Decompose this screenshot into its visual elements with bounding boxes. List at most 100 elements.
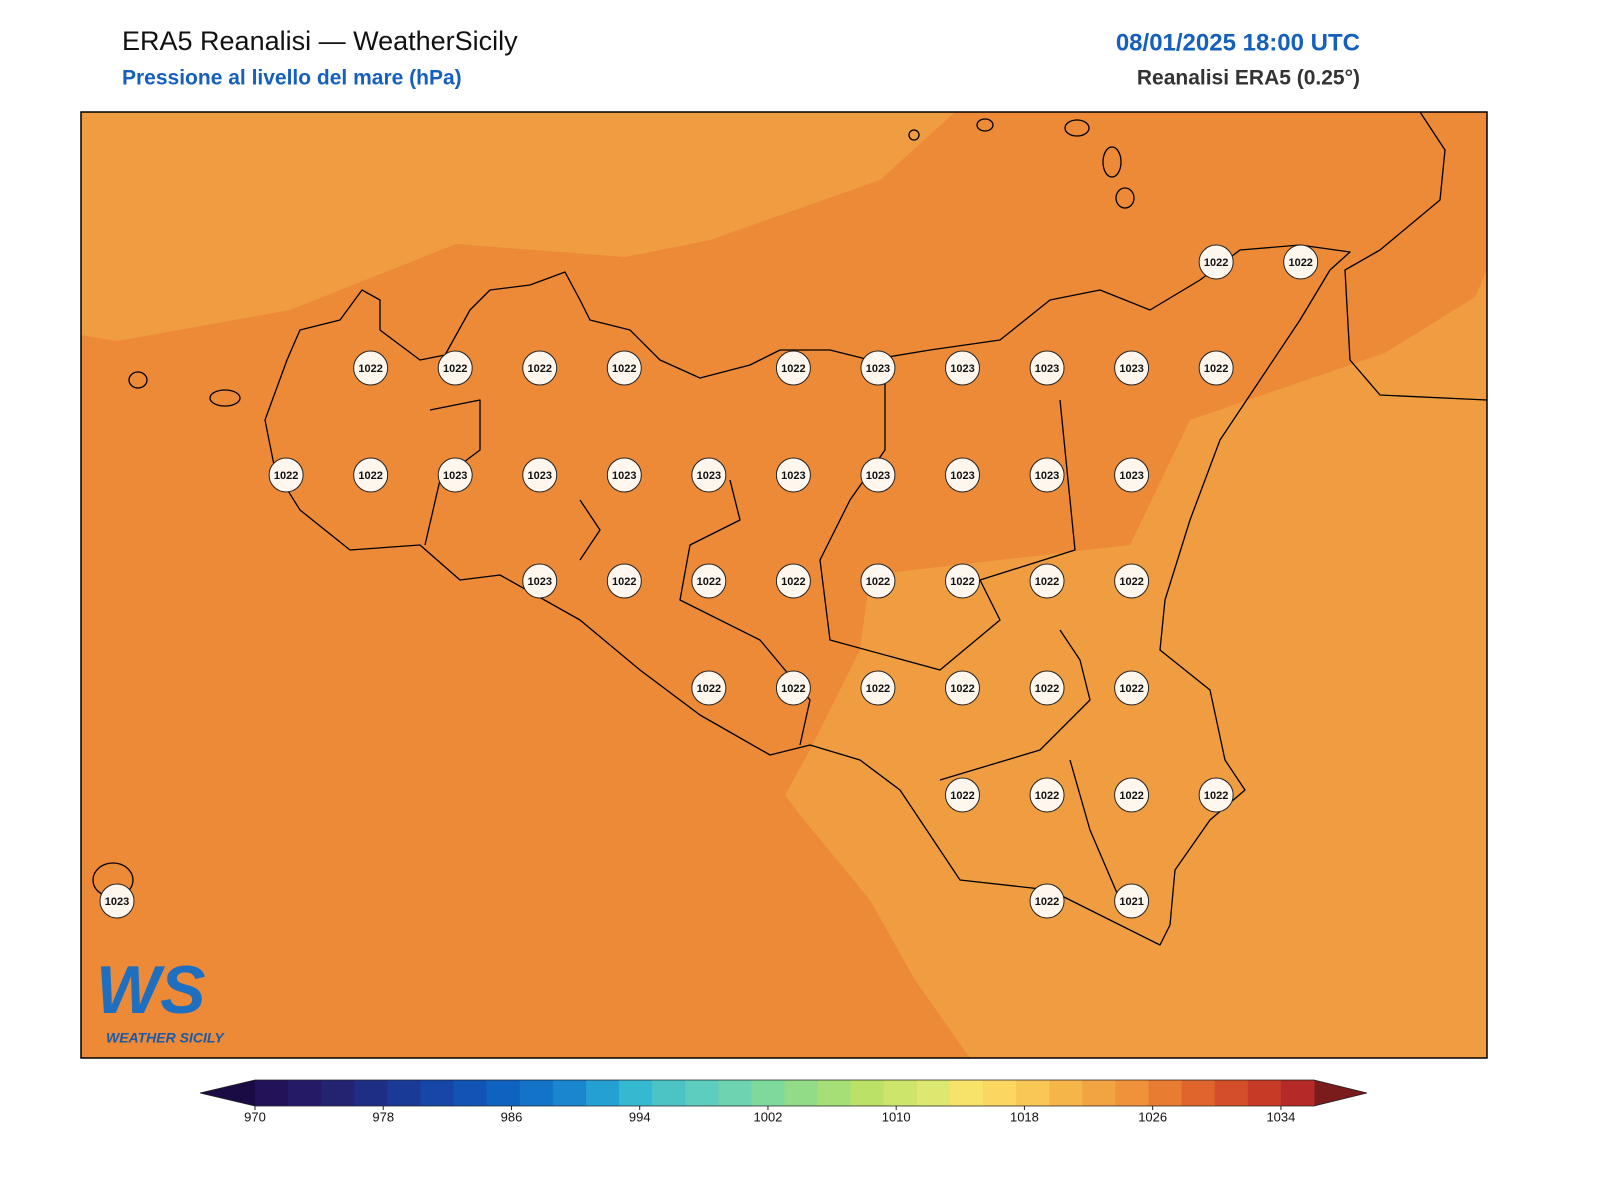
colorbar-bin: [486, 1080, 521, 1106]
island: [128, 371, 148, 389]
island: [1115, 187, 1135, 209]
station-label: 1023: [866, 363, 890, 375]
colorbar-tick-label: 1026: [1138, 1109, 1167, 1124]
colorbar-bin: [354, 1080, 388, 1106]
island: [976, 118, 994, 132]
colorbar-bin: [255, 1080, 289, 1106]
station-marker: [522, 350, 558, 386]
colorbar-bin: [751, 1080, 785, 1106]
colorbar-bin: [552, 1080, 587, 1106]
title: ERA5 Reanalisi — WeatherSicily: [122, 26, 518, 56]
station-marker: [606, 350, 642, 386]
colorbar-bin: [784, 1080, 819, 1106]
colorbar-bin: [1280, 1080, 1315, 1106]
station-label: 1022: [358, 363, 382, 375]
station-label: 1021: [1119, 896, 1143, 908]
station-marker: [1029, 777, 1065, 813]
logo: WS WEATHER SICILY: [96, 952, 225, 1046]
colorbar-bin: [685, 1080, 719, 1106]
station-marker: [1114, 777, 1150, 813]
coastline: [264, 244, 1351, 946]
colorbar-tick-label: 1018: [1010, 1109, 1039, 1124]
station-label: 1022: [950, 576, 974, 588]
station-marker: [99, 883, 135, 919]
colorbar-bin: [387, 1080, 421, 1106]
subtitle: Pressione al livello del mare (hPa): [122, 67, 462, 90]
station-marker: [945, 457, 980, 493]
logo-name: WEATHER SICILY: [106, 1030, 225, 1046]
colorbar-bin: [652, 1080, 686, 1106]
station-marker: [1114, 563, 1150, 599]
colorbar-bin: [1082, 1080, 1116, 1106]
colorbar-bin: [453, 1080, 488, 1106]
station-marker: [775, 350, 811, 386]
station-marker: [691, 457, 727, 493]
map-frame: [80, 111, 1488, 1059]
station-marker: [775, 670, 811, 706]
colorbar-extend-low: [200, 1080, 255, 1106]
stations: 1022 1022 1022 1022 1022 1022 1022 1023 1023 1023…: [99, 244, 1319, 919]
station-marker: [1114, 350, 1150, 386]
colorbar-extend-high: [1314, 1080, 1367, 1106]
station-marker: [606, 563, 642, 599]
station-label: 1022: [781, 683, 805, 695]
colorbar-bin: [718, 1080, 752, 1106]
station-label: 1022: [1204, 790, 1228, 802]
station-label: 1022: [697, 683, 721, 695]
station-label: 1023: [528, 576, 552, 588]
island: [209, 389, 241, 407]
station-marker: [1198, 350, 1234, 386]
colorbar-bin: [420, 1080, 455, 1106]
station-label: 1022: [358, 470, 382, 482]
station-label: 1023: [1119, 470, 1143, 482]
station-label: 1022: [1035, 683, 1059, 695]
colorbar-bin: [1181, 1080, 1216, 1106]
station-marker: [1114, 883, 1150, 919]
station-marker: [606, 457, 642, 493]
station-marker: [268, 457, 304, 493]
station-marker: [860, 350, 896, 386]
pressure-field: [785, 270, 1487, 1058]
station-label: 1023: [105, 896, 129, 908]
colorbar-bin: [1016, 1080, 1050, 1106]
island: [1064, 119, 1090, 137]
colorbar-tick-label: 994: [629, 1109, 651, 1124]
colorbar-tick-label: 1002: [753, 1109, 782, 1124]
station-marker: [691, 563, 727, 599]
station-label: 1023: [612, 470, 636, 482]
station-marker: [945, 350, 980, 386]
station-label: 1022: [781, 363, 805, 375]
station-label: 1022: [1204, 257, 1228, 269]
colorbar-bin: [916, 1080, 951, 1106]
station-marker: [437, 457, 473, 493]
station-label: 1023: [528, 470, 552, 482]
logo-mark: WS: [96, 952, 206, 1028]
colorbar-bin: [1049, 1080, 1083, 1106]
station-label: 1023: [781, 470, 805, 482]
colorbar-tick-label: 970: [244, 1109, 266, 1124]
colorbar-bin: [1148, 1080, 1183, 1106]
station-marker: [691, 670, 727, 706]
station-marker: [1114, 457, 1150, 493]
station-label: 1022: [950, 790, 974, 802]
colorbar: 970 978 986 994 1002 1010 1018 1026 1034: [199, 1079, 1368, 1124]
station-label: 1022: [1119, 576, 1143, 588]
station-marker: [1114, 670, 1150, 706]
station-label: 1023: [1035, 470, 1059, 482]
date: 08/01/2025 18:00 UTC: [1116, 29, 1360, 56]
island: [908, 129, 920, 141]
map: 1022 1022 1022 1022 1022 1022 1022 1023 1023 1023…: [80, 111, 1488, 1059]
station-label: 1022: [1035, 790, 1059, 802]
station-marker: [353, 457, 389, 493]
station-marker: [775, 563, 811, 599]
station-label: 1022: [697, 576, 721, 588]
station-label: 1022: [612, 576, 636, 588]
station-label: 1022: [274, 470, 298, 482]
colorbar-bin: [983, 1080, 1017, 1106]
island: [1102, 146, 1122, 178]
colorbar-bin: [883, 1080, 918, 1106]
station-label: 1023: [697, 470, 721, 482]
station-marker: [1029, 670, 1065, 706]
station-marker: [945, 777, 980, 813]
station-marker: [1029, 350, 1065, 386]
